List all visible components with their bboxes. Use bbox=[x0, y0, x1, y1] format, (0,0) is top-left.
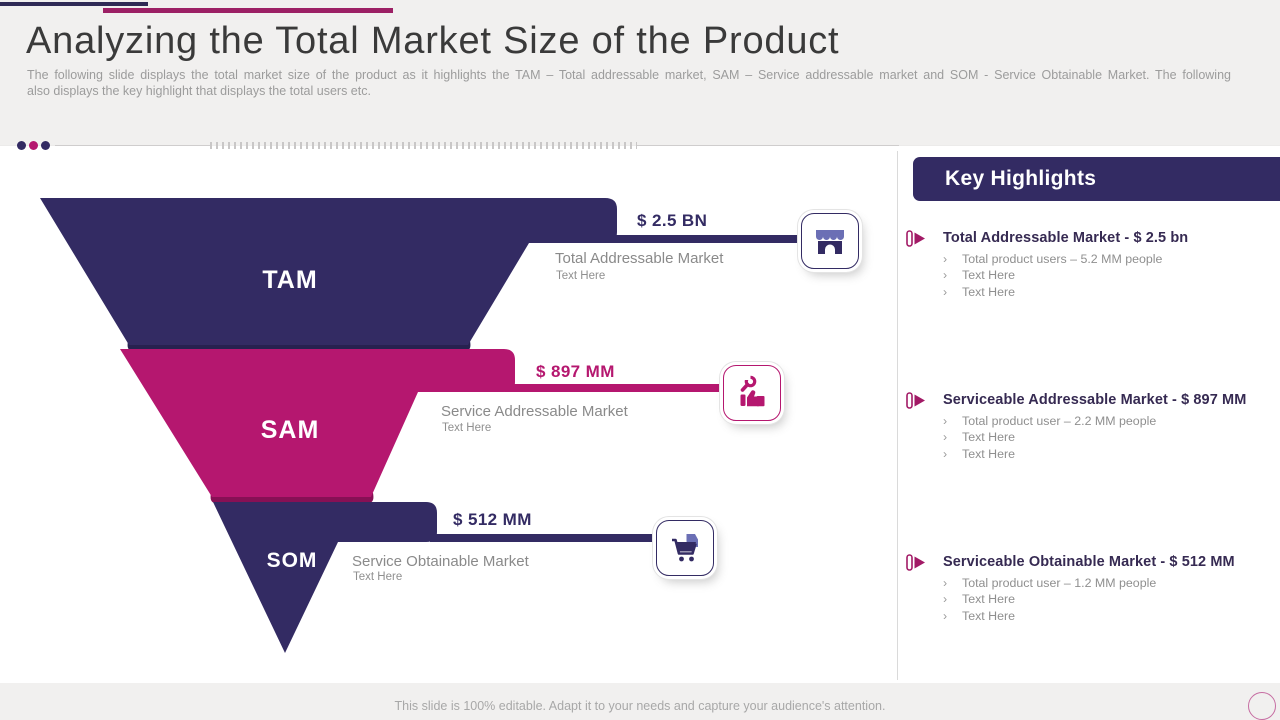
top-accent-bar-navy bbox=[0, 2, 148, 6]
sam-shape bbox=[120, 349, 515, 497]
bullet-text: Text Here bbox=[962, 592, 1016, 607]
highlight-bullet: › Text Here bbox=[943, 284, 1278, 300]
bullet-text: Text Here bbox=[962, 268, 1016, 283]
bullet-text: Text Here bbox=[962, 608, 1016, 623]
decor-circle bbox=[1248, 692, 1276, 720]
highlight-bullet: › Text Here bbox=[943, 591, 1278, 607]
som-market-name: Service Obtainable Market bbox=[352, 553, 529, 570]
panel-divider-line bbox=[897, 151, 898, 680]
highlight-bullet-list: › Total product users – 5.2 MM people › Te… bbox=[943, 251, 1278, 300]
bullet-marker: › bbox=[943, 268, 948, 283]
shopping-cart-icon bbox=[672, 534, 698, 562]
bullet-marker: › bbox=[943, 608, 948, 623]
decor-dot-navy bbox=[17, 141, 26, 150]
highlight-title: Total Addressable Market - $ 2.5 bn bbox=[943, 230, 1189, 246]
som-connector-line bbox=[430, 534, 660, 542]
som-label: SOM bbox=[266, 549, 318, 572]
highlight-bullet: › Text Here bbox=[943, 446, 1278, 462]
tam-connector-line bbox=[598, 235, 804, 243]
sam-connector-line bbox=[505, 384, 727, 392]
tam-placeholder-text: Text Here bbox=[556, 270, 606, 282]
arrow-pin-icon bbox=[906, 392, 925, 409]
som-icon-card bbox=[656, 520, 714, 576]
bullet-text: Total product users – 5.2 MM people bbox=[962, 252, 1163, 266]
subtitle-line-2: also displays the key highlight that dis… bbox=[27, 84, 371, 98]
som-placeholder-text: Text Here bbox=[353, 571, 403, 583]
bullet-marker: › bbox=[943, 430, 948, 445]
slide-subtitle: The following slide displays the total m… bbox=[27, 67, 1231, 99]
bullet-text: Text Here bbox=[962, 430, 1016, 445]
funnel-diagram bbox=[40, 198, 804, 653]
decor-rule-right bbox=[637, 145, 899, 146]
highlight-title: Serviceable Addressable Market - $ 897 M… bbox=[943, 392, 1247, 408]
wrench-thumbsup-icon bbox=[740, 374, 765, 407]
highlight-item-tam: Total Addressable Market - $ 2.5 bn › Tot… bbox=[900, 230, 1278, 300]
highlight-bullet: › Total product user – 2.2 MM people bbox=[943, 413, 1278, 429]
bullet-text: Text Here bbox=[962, 284, 1016, 299]
highlight-title: Serviceable Obtainable Market - $ 512 MM bbox=[943, 554, 1235, 570]
highlight-bullet-list: › Total product user – 1.2 MM people › Tex… bbox=[943, 575, 1278, 624]
sam-market-name: Service Addressable Market bbox=[441, 403, 628, 420]
decor-rule-left bbox=[55, 145, 210, 146]
sam-value: $ 897 MM bbox=[536, 362, 615, 381]
highlight-bullet: › Text Here bbox=[943, 267, 1278, 283]
top-accent-bar-magenta bbox=[103, 8, 393, 13]
highlight-bullet: › Total product user – 1.2 MM people bbox=[943, 575, 1278, 591]
bullet-marker: › bbox=[943, 252, 948, 266]
arrow-pin-icon bbox=[906, 230, 925, 247]
sam-placeholder-text: Text Here bbox=[442, 422, 492, 434]
tam-label: TAM bbox=[262, 266, 318, 294]
storefront-icon bbox=[816, 230, 844, 254]
tam-value: $ 2.5 BN bbox=[637, 211, 708, 230]
page-title: Analyzing the Total Market Size of the P… bbox=[26, 20, 840, 62]
bullet-marker: › bbox=[943, 576, 948, 590]
key-highlights-header: Key Highlights bbox=[913, 157, 1280, 201]
decor-dot-magenta bbox=[29, 141, 38, 150]
bullet-text: Total product user – 2.2 MM people bbox=[962, 414, 1157, 428]
tam-shape bbox=[40, 198, 617, 345]
highlight-bullet: › Text Here bbox=[943, 608, 1278, 624]
highlight-bullet: › Text Here bbox=[943, 429, 1278, 445]
som-shape bbox=[213, 502, 437, 653]
tam-market-name: Total Addressable Market bbox=[555, 250, 724, 267]
arrow-pin-icon bbox=[906, 554, 925, 571]
highlight-item-sam: Serviceable Addressable Market - $ 897 M… bbox=[900, 392, 1278, 462]
sam-icon-card bbox=[723, 365, 781, 421]
bullet-marker: › bbox=[943, 446, 948, 461]
bullet-text: Total product user – 1.2 MM people bbox=[962, 576, 1157, 590]
highlight-bullet-list: › Total product user – 2.2 MM people › Tex… bbox=[943, 413, 1278, 462]
subtitle-line-1: The following slide displays the total m… bbox=[27, 68, 1231, 82]
decor-dot-navy-2 bbox=[41, 141, 50, 150]
footer-note: This slide is 100% editable. Adapt it to… bbox=[394, 699, 886, 713]
bullet-marker: › bbox=[943, 414, 948, 428]
sam-label: SAM bbox=[260, 416, 320, 444]
bullet-marker: › bbox=[943, 284, 948, 299]
highlight-item-som: Serviceable Obtainable Market - $ 512 MM… bbox=[900, 554, 1278, 624]
tam-icon-card bbox=[801, 213, 859, 269]
decor-tick-rule bbox=[210, 142, 637, 149]
highlight-bullet: › Total product users – 5.2 MM people bbox=[943, 251, 1278, 267]
bullet-marker: › bbox=[943, 592, 948, 607]
som-value: $ 512 MM bbox=[453, 510, 532, 529]
bullet-text: Text Here bbox=[962, 446, 1016, 461]
